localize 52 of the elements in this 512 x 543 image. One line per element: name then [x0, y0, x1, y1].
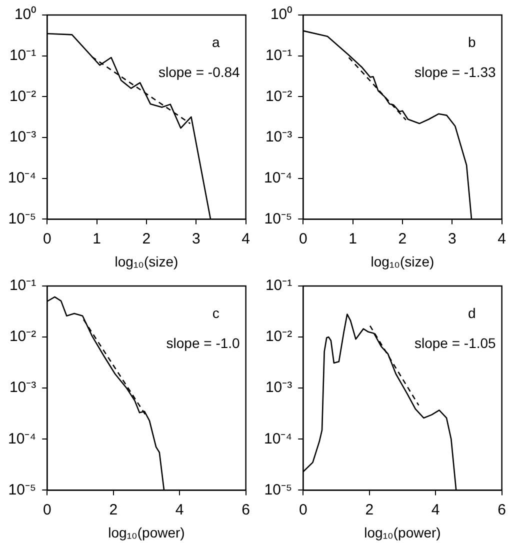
x-tick-label: 6: [242, 501, 250, 518]
annotation: b: [468, 34, 476, 50]
x-axis-title: log₁₀(size): [114, 253, 178, 270]
x-tick-label: 6: [498, 501, 506, 518]
x-axis-title: log₁₀(power): [108, 524, 185, 540]
y-tick-label: 10⁻²: [265, 88, 292, 105]
y-tick-label: 10⁻⁴: [264, 430, 292, 448]
x-tick-label: 2: [142, 230, 151, 248]
annotation: c: [212, 304, 220, 321]
x-tick-label: 0: [298, 501, 308, 518]
y-tick-label: 10⁰: [270, 6, 292, 24]
annotation: d: [468, 304, 476, 321]
x-tick-label: 1: [92, 230, 101, 248]
annotation: slope = -0.84: [158, 64, 240, 80]
x-tick-label: 3: [192, 230, 200, 248]
x-tick-label: 4: [498, 230, 506, 248]
y-tick-label: 10⁻²: [9, 88, 36, 105]
y-tick-label: 10⁻²: [265, 328, 292, 346]
annotation: slope = -1.0: [166, 334, 240, 351]
x-tick-label: 0: [42, 501, 52, 518]
x-axis-title: log₁₀(size): [370, 253, 434, 270]
y-tick-label: 10⁻⁵: [264, 481, 292, 498]
y-tick-label: 10⁻³: [9, 128, 36, 146]
annotation: slope = -1.33: [414, 64, 496, 80]
x-tick-label: 4: [431, 501, 440, 518]
x-tick-label: 2: [365, 501, 374, 518]
x-tick-label: 3: [448, 230, 456, 248]
y-tick-label: 10⁻¹: [265, 46, 292, 64]
annotation: slope = -1.05: [414, 334, 496, 351]
y-tick-label: 10⁻⁴: [8, 170, 36, 186]
x-tick-label: 2: [109, 501, 118, 518]
y-tick-label: 10⁻¹: [265, 277, 292, 294]
y-tick-label: 10⁻⁵: [8, 481, 36, 498]
y-tick-label: 10⁻³: [9, 379, 36, 396]
y-tick-label: 10⁰: [14, 6, 36, 24]
y-tick-label: 10⁻¹: [9, 46, 36, 64]
x-tick-label: 2: [398, 230, 407, 248]
x-tick-label: 0: [42, 230, 52, 248]
y-tick-label: 10⁻³: [265, 379, 292, 396]
y-tick-label: 10⁻⁵: [8, 210, 36, 228]
x-tick-label: 4: [175, 501, 184, 518]
y-tick-label: 10⁻²: [9, 328, 36, 346]
x-tick-label: 4: [242, 230, 250, 248]
y-tick-label: 10⁻³: [265, 128, 292, 146]
x-tick-label: 1: [348, 230, 357, 248]
y-tick-label: 10⁻⁵: [264, 210, 292, 228]
y-tick-label: 10⁻¹: [9, 277, 36, 294]
annotation: a: [212, 34, 220, 50]
x-tick-label: 0: [298, 230, 308, 248]
y-tick-label: 10⁻⁴: [8, 430, 36, 448]
x-axis-title: log₁₀(power): [364, 524, 441, 540]
y-tick-label: 10⁻⁴: [264, 170, 292, 186]
